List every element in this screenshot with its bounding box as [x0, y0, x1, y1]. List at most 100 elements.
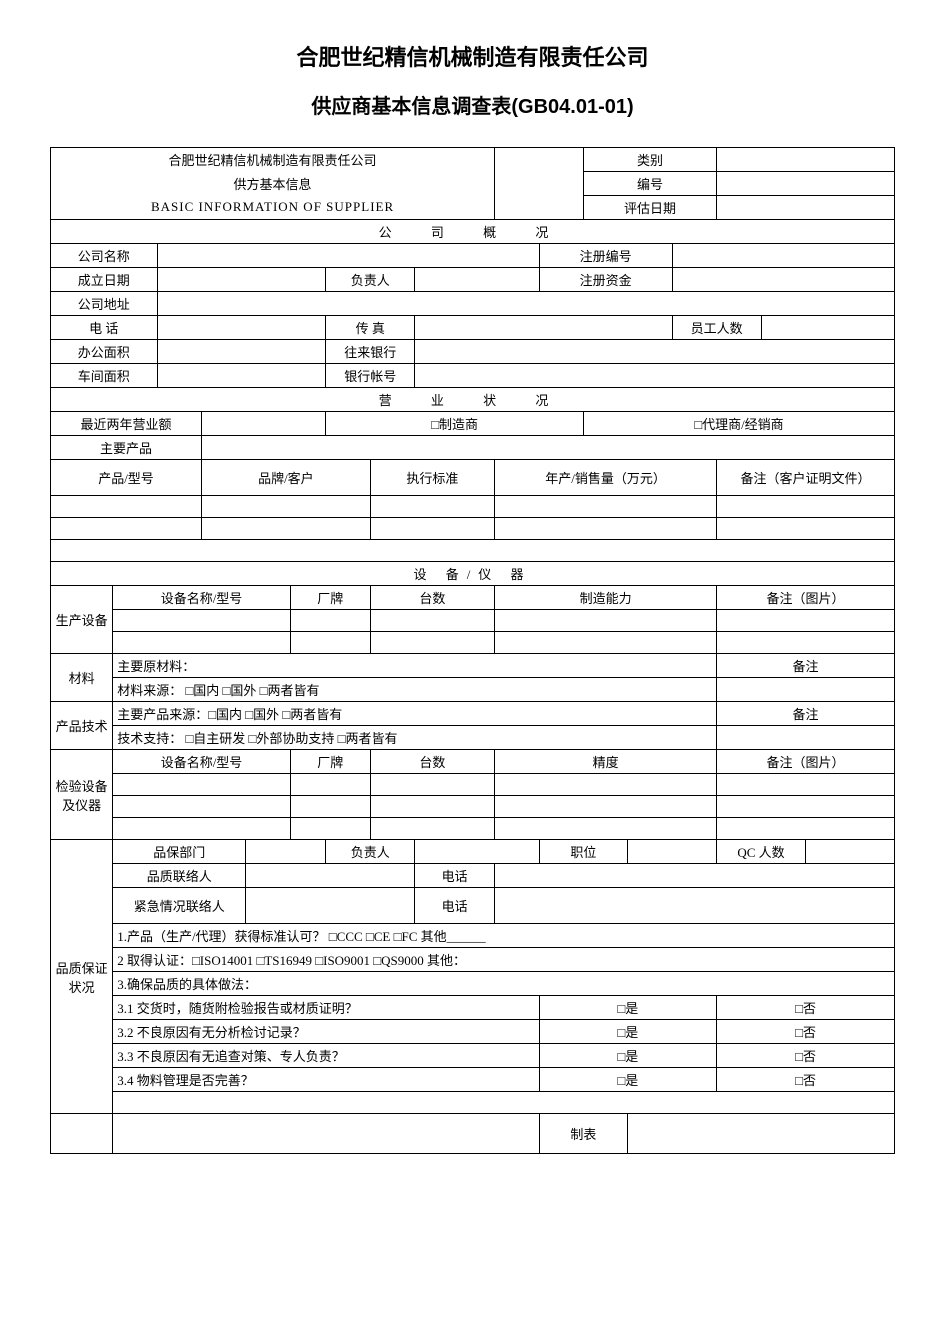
val-fax[interactable] [415, 316, 673, 340]
insp-r2-qty[interactable] [370, 796, 494, 818]
eq-r1-qty[interactable] [370, 610, 494, 632]
qa-q34-no[interactable]: □否 [717, 1068, 895, 1092]
insp-r2-prec[interactable] [495, 796, 717, 818]
opt-manufacturer[interactable]: □制造商 [326, 412, 584, 436]
lbl-acct: 银行帐号 [326, 364, 415, 388]
hdr-sub-en: BASIC INFORMATION OF SUPPLIER [51, 196, 495, 220]
sec-equip-heading: 设 备/仪 器 [51, 562, 895, 586]
prod-row2-remark[interactable] [717, 518, 895, 540]
qa-q2[interactable]: 2 取得认证：□ISO14001 □TS16949 □ISO9001 □QS90… [113, 948, 895, 972]
prod-row1-remark[interactable] [717, 496, 895, 518]
val-tab-maker[interactable] [628, 1114, 895, 1154]
val-reg-no[interactable] [672, 244, 894, 268]
qa-q32-yes[interactable]: □是 [539, 1020, 717, 1044]
val-position[interactable] [628, 840, 717, 864]
val-address[interactable] [157, 292, 894, 316]
val-emergency[interactable] [246, 888, 415, 924]
raw-material[interactable]: 主要原材料： [113, 654, 717, 678]
val-est-date[interactable] [157, 268, 326, 292]
insp-r3-remark[interactable] [717, 818, 895, 840]
val-manager[interactable] [415, 268, 539, 292]
insp-r1-prec[interactable] [495, 774, 717, 796]
val-main-prod[interactable] [202, 436, 895, 460]
qa-blank[interactable] [113, 1092, 895, 1114]
qa-q32-no[interactable]: □否 [717, 1020, 895, 1044]
val-tel[interactable] [157, 316, 326, 340]
insp-r3-name[interactable] [113, 818, 291, 840]
eq-r2-name[interactable] [113, 632, 291, 654]
prod-row2-sales[interactable] [495, 518, 717, 540]
qa-q33-yes[interactable]: □是 [539, 1044, 717, 1068]
col-model: 产品/型号 [51, 460, 202, 496]
insp-r2-maker[interactable] [290, 796, 370, 818]
lbl-emp: 员工人数 [672, 316, 761, 340]
prod-row1-model[interactable] [51, 496, 202, 518]
prod-row2-brand[interactable] [202, 518, 371, 540]
insp-r3-maker[interactable] [290, 818, 370, 840]
prod-source[interactable]: 主要产品来源：□国内 □国外 □两者皆有 [113, 702, 717, 726]
val-mat-remark[interactable] [717, 678, 895, 702]
insp-r1-qty[interactable] [370, 774, 494, 796]
prod-row-blank[interactable] [51, 540, 895, 562]
val-shop-area[interactable] [157, 364, 326, 388]
insp-r1-remark[interactable] [717, 774, 895, 796]
val-category[interactable] [717, 148, 895, 172]
val-reg-cap[interactable] [672, 268, 894, 292]
mat-source[interactable]: 材料来源： □国内 □国外 □两者皆有 [113, 678, 717, 702]
val-office-area[interactable] [157, 340, 326, 364]
tech-support[interactable]: 技术支持： □自主研发 □外部协助支持 □两者皆有 [113, 726, 717, 750]
footer-mid[interactable] [113, 1114, 539, 1154]
qa-q31-yes[interactable]: □是 [539, 996, 717, 1020]
val-recent-rev[interactable] [202, 412, 326, 436]
val-qa-phone1[interactable] [495, 864, 895, 888]
qa-q31-no[interactable]: □否 [717, 996, 895, 1020]
qa-q34-yes[interactable]: □是 [539, 1068, 717, 1092]
prod-row1-std[interactable] [370, 496, 494, 518]
val-qc-count[interactable] [805, 840, 894, 864]
prod-row2-std[interactable] [370, 518, 494, 540]
eq-r2-remark[interactable] [717, 632, 895, 654]
eq-r2-cap[interactable] [495, 632, 717, 654]
val-qa-phone2[interactable] [495, 888, 895, 924]
insp-r1-maker[interactable] [290, 774, 370, 796]
opt-agent[interactable]: □代理商/经销商 [583, 412, 894, 436]
insp-r3-qty[interactable] [370, 818, 494, 840]
lbl-fax: 传 真 [326, 316, 415, 340]
doc-company-title: 合肥世纪精信机械制造有限责任公司 [50, 40, 895, 72]
prod-row2-model[interactable] [51, 518, 202, 540]
val-acct[interactable] [415, 364, 895, 388]
lbl-tel: 电 话 [51, 316, 158, 340]
qa-q33-no[interactable]: □否 [717, 1044, 895, 1068]
insp-r2-remark[interactable] [717, 796, 895, 818]
insp-r1-name[interactable] [113, 774, 291, 796]
val-qc-dept[interactable] [246, 840, 326, 864]
prod-row1-brand[interactable] [202, 496, 371, 518]
qa-q31: 3.1 交货时，随货附检验报告或材质证明？ [113, 996, 539, 1020]
eq-r1-maker[interactable] [290, 610, 370, 632]
eq-r1-remark[interactable] [717, 610, 895, 632]
eq-r2-qty[interactable] [370, 632, 494, 654]
doc-form-title: 供应商基本信息调查表(GB04.01-01) [50, 90, 895, 119]
lbl-inspect: 检验设备及仪器 [51, 750, 113, 840]
val-emp[interactable] [761, 316, 894, 340]
val-company-name[interactable] [157, 244, 539, 268]
val-qa-contact[interactable] [246, 864, 415, 888]
footer-left[interactable] [51, 1114, 113, 1154]
val-qa-manager[interactable] [415, 840, 539, 864]
val-number[interactable] [717, 172, 895, 196]
val-tech-remark[interactable] [717, 726, 895, 750]
insp-col-maker: 厂牌 [290, 750, 370, 774]
eq-r2-maker[interactable] [290, 632, 370, 654]
lbl-manager: 负责人 [326, 268, 415, 292]
supplier-form-table: 合肥世纪精信机械制造有限责任公司 类别 供方基本信息 编号 BASIC INFO… [50, 147, 895, 1154]
eq-r1-name[interactable] [113, 610, 291, 632]
insp-r3-prec[interactable] [495, 818, 717, 840]
val-eval-date[interactable] [717, 196, 895, 220]
eq-r1-cap[interactable] [495, 610, 717, 632]
lbl-qc-count: QC 人数 [717, 840, 806, 864]
col-std: 执行标准 [370, 460, 494, 496]
qa-q1[interactable]: 1.产品（生产/代理）获得标准认可？ □CCC □CE □FC 其他______ [113, 924, 895, 948]
prod-row1-sales[interactable] [495, 496, 717, 518]
val-bank[interactable] [415, 340, 895, 364]
insp-r2-name[interactable] [113, 796, 291, 818]
